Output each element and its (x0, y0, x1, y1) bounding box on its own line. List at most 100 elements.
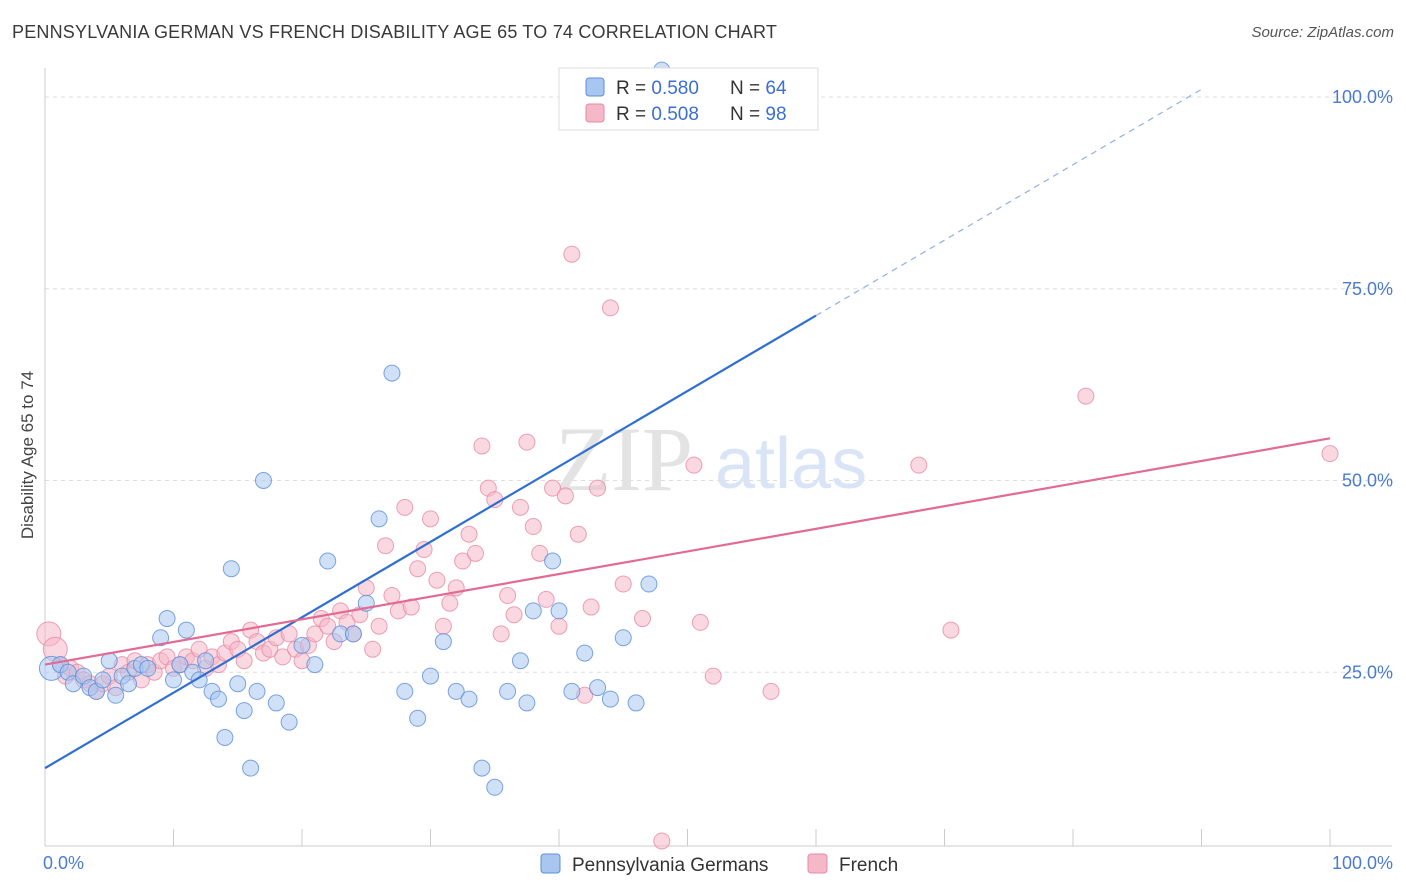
pa-german-point (306, 656, 324, 674)
french-point (377, 537, 395, 555)
french-point (319, 617, 337, 635)
pa-german-point (216, 728, 234, 746)
pa-german-point (229, 675, 247, 693)
french-point (691, 613, 709, 631)
pa-german-point (518, 694, 536, 712)
pa-german-point (94, 671, 112, 689)
pa-german-point (499, 682, 517, 700)
pa-german-point (254, 472, 272, 489)
y-tick-label-2: 75.0% (1342, 279, 1393, 299)
french-point (422, 510, 439, 528)
bottom-legend-label-pink: French (839, 855, 898, 876)
french-point (1321, 445, 1339, 463)
french-point (428, 571, 446, 589)
pa-german-point (511, 652, 529, 670)
french-point (582, 598, 600, 616)
pa-german-point (235, 702, 253, 720)
french-point (383, 587, 401, 605)
french-point (466, 544, 484, 562)
svg-text:N = 64: N = 64 (730, 78, 787, 99)
pa-german-point (524, 602, 542, 620)
pa-german-point (614, 629, 632, 647)
pa-german-point (280, 713, 298, 731)
french-point (396, 498, 414, 516)
pa-german-point (370, 510, 388, 528)
french-point (492, 625, 510, 643)
pa-german-point (248, 682, 266, 700)
pa-german-point (544, 552, 562, 570)
french-point (409, 560, 427, 578)
french-trend-line (44, 437, 1331, 666)
legend-n-label-1: N = (730, 78, 765, 99)
y-tick-label-1: 50.0% (1342, 471, 1393, 491)
watermark-zip: ZIP (555, 408, 693, 510)
ticks-layer: 25.0% 50.0% 75.0% 100.0% 0.0% 100.0% (43, 87, 1393, 873)
french-point (499, 587, 517, 605)
pa-german-point (473, 759, 491, 777)
french-point (589, 479, 607, 497)
french-point (601, 299, 619, 317)
watermark: ZIP atlas (555, 408, 867, 510)
pa-german-point (640, 575, 658, 593)
pa-german-point (627, 694, 645, 712)
french-point (942, 621, 960, 639)
french-point (473, 437, 491, 455)
french-point (364, 640, 382, 658)
french-point (531, 544, 549, 562)
bottom-legend-swatch-blue (540, 853, 561, 874)
pa-german-point (396, 682, 414, 700)
french-point (460, 525, 478, 543)
bottom-legend-swatch-pink (807, 853, 828, 874)
legend-n-label-2: N = (730, 104, 765, 125)
axes-layer (44, 68, 1392, 847)
y-tick-label-0: 25.0% (1342, 662, 1393, 682)
legend-swatch-pink (585, 103, 605, 123)
pa-german-point (158, 610, 176, 628)
pa-german-point (589, 679, 607, 697)
french-point (274, 648, 292, 666)
svg-text:R = 0.508: R = 0.508 (616, 104, 699, 125)
chart-source: Source: ZipAtlas.com (1251, 24, 1394, 41)
french-point (370, 617, 388, 635)
french-point (634, 610, 652, 628)
pa-german-point (197, 652, 215, 670)
pa-german-point (563, 682, 581, 700)
top-legend: R = 0.580 N = 64 R = 0.508 N = 98 (558, 67, 819, 131)
pa-german-point (601, 690, 619, 708)
french-point (685, 456, 703, 474)
french-point (544, 479, 562, 497)
french-point (235, 652, 253, 670)
watermark-atlas: atlas (715, 424, 867, 504)
pa-german-point (319, 552, 337, 570)
pa-german-point (171, 656, 189, 674)
legend-n-value-2: 98 (765, 104, 786, 125)
french-point (1077, 387, 1095, 405)
pa-german-point (344, 625, 362, 643)
y-tick-label-3: 100.0% (1332, 87, 1393, 107)
x-tick-label-0: 0.0% (43, 853, 84, 873)
pa-german-point (550, 602, 568, 620)
pa-german-point (293, 636, 311, 654)
french-point (505, 606, 523, 624)
pa-german-point (139, 659, 157, 677)
french-point (910, 456, 928, 474)
pa-german-point (152, 629, 170, 647)
trend-layer (44, 88, 1331, 770)
svg-text:N = 98: N = 98 (730, 104, 787, 125)
legend-swatch-blue (585, 77, 605, 97)
pa-german-point (120, 675, 138, 693)
pa-german-point (422, 667, 439, 685)
french-point (762, 682, 780, 700)
french-point (537, 590, 555, 608)
pa-german-point (242, 759, 260, 777)
french-point (569, 525, 587, 543)
french-point (653, 832, 671, 850)
french-point (441, 594, 459, 612)
legend-r-value-1: 0.580 (651, 78, 699, 99)
points-layer (36, 61, 1339, 850)
pa-german-point (383, 364, 401, 382)
french-point (511, 498, 529, 516)
legend-r-label-1: R = (616, 78, 651, 99)
legend-r-value-2: 0.508 (651, 104, 699, 125)
svg-text:R = 0.580: R = 0.580 (616, 78, 699, 99)
